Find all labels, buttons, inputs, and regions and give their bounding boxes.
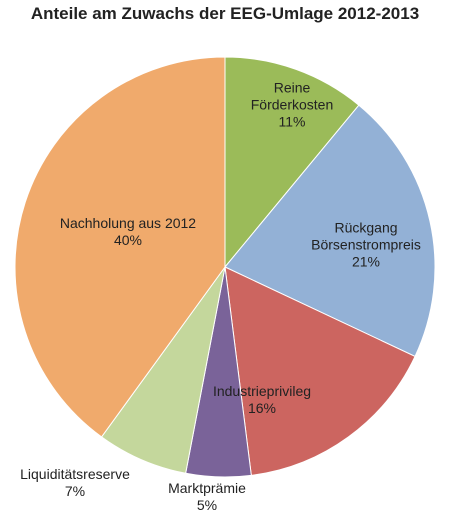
slice-label: Rückgang Börsenstrompreis 21% — [301, 220, 431, 271]
value-label: 7% — [64, 483, 86, 499]
pie-slice — [224, 266, 416, 476]
category-label: Rückgang Börsenstrompreis — [311, 219, 421, 253]
pie-slice — [224, 104, 436, 358]
slice-label: Liquiditätsreserve 7% — [0, 466, 150, 500]
pie-slice — [224, 56, 360, 269]
category-label: Nachholung aus 2012 — [59, 215, 197, 231]
pie-slice — [14, 56, 226, 438]
slice-label: Industrieprivileg 16% — [197, 383, 327, 417]
chart-title: Anteile am Zuwachs der EEG-Umlage 2012-2… — [30, 4, 420, 23]
value-label: 40% — [113, 232, 143, 248]
value-label: 11% — [278, 113, 306, 130]
category-label: Industrieprivileg — [212, 383, 312, 399]
value-label: 16% — [247, 400, 277, 416]
value-label: 21% — [351, 253, 381, 270]
slice-label: Marktprämie 5% — [142, 480, 272, 514]
value-label: 5% — [196, 497, 218, 513]
category-label: Reine Förderkosten — [250, 79, 334, 113]
slice-label: Nachholung aus 2012 40% — [38, 215, 218, 249]
category-label: Liquiditätsreserve — [20, 466, 130, 482]
category-label: Marktprämie — [168, 480, 246, 496]
slice-label: Reine Förderkosten 11% — [247, 80, 337, 131]
